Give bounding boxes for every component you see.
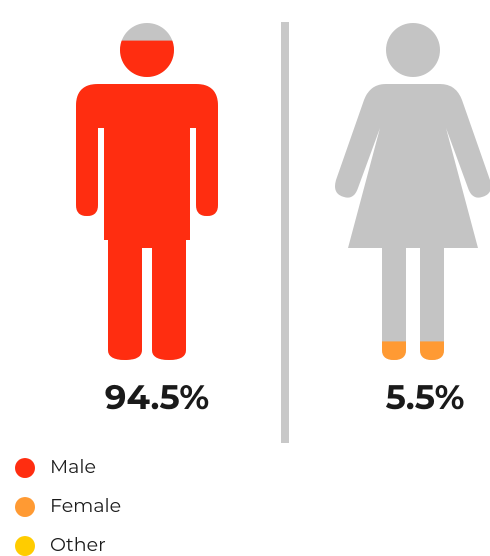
legend-label: Female [50, 494, 121, 517]
fill-level [76, 40, 218, 360]
legend-swatch [15, 497, 35, 517]
value-label: 94.5% [105, 376, 209, 418]
legend-swatch [15, 536, 35, 556]
fill-level [335, 341, 490, 360]
figure-base [335, 23, 490, 360]
legend-swatch [15, 458, 35, 478]
legend-label: Other [50, 533, 106, 556]
legend-label: Male [50, 455, 96, 478]
female-figure [335, 23, 490, 360]
value-label: 5.5% [386, 376, 465, 418]
